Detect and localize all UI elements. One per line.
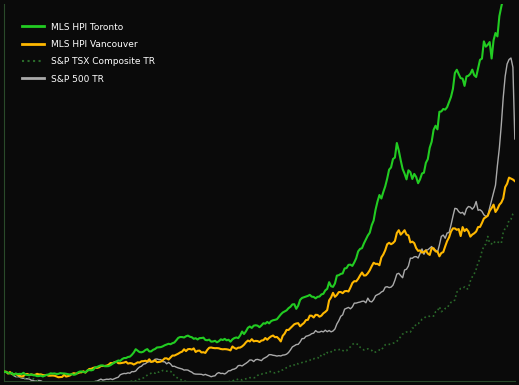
Legend: MLS HPI Toronto, MLS HPI Vancouver, S&P TSX Composite TR, S&P 500 TR: MLS HPI Toronto, MLS HPI Vancouver, S&P … [19,20,158,86]
